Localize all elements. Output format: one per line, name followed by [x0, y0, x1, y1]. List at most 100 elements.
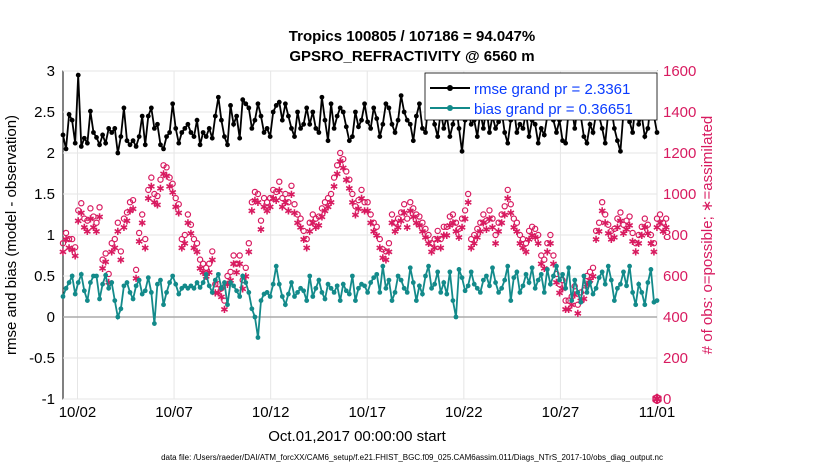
x-tick-label: 10/02 — [59, 404, 97, 421]
obs-possible-point — [373, 223, 380, 230]
obs-possible-point — [638, 223, 645, 230]
obs-possible-point — [471, 231, 478, 239]
bias-point — [520, 283, 526, 289]
obs-possible-point — [175, 201, 182, 208]
bias-point — [383, 285, 389, 291]
rmse-point — [563, 140, 569, 146]
rmse-point — [371, 105, 377, 111]
obs-possible-point — [154, 192, 161, 200]
obs-possible-point — [300, 227, 307, 235]
rmse-point — [88, 108, 93, 114]
bias-point — [499, 285, 505, 291]
rmse-point — [158, 142, 163, 148]
bias-point — [432, 281, 438, 287]
rmse-point — [420, 125, 425, 131]
rmse-point — [441, 125, 447, 131]
obs-possible-point — [187, 221, 195, 228]
obs-assimilated-point: ✱ — [223, 280, 231, 291]
rmse-line — [62, 75, 658, 154]
rmse-point — [106, 125, 112, 131]
obs-possible-point — [71, 244, 79, 251]
obs-assimilated-point: ✱ — [318, 213, 326, 224]
rmse-point — [155, 121, 160, 127]
obs-possible-point — [437, 235, 444, 243]
obs-possible-point — [605, 221, 612, 228]
y-right-tick-label: 1600 — [663, 63, 696, 80]
rmse-point — [636, 121, 642, 127]
obs-assimilated-point: ✱ — [641, 223, 649, 234]
bias-point — [572, 277, 578, 283]
obs-assimilated-point: ✱ — [205, 268, 213, 279]
obs-assimilated-point: ✱ — [175, 208, 183, 219]
bias-point — [523, 271, 529, 277]
obs-assimilated-point: ✱ — [248, 206, 256, 217]
obs-possible-point — [343, 168, 350, 175]
bias-point — [465, 283, 471, 289]
bias-point — [639, 290, 645, 295]
obs-assimilated-point: ✱ — [327, 198, 335, 209]
obs-possible-point — [361, 198, 368, 206]
obs-possible-point — [407, 198, 414, 206]
footer-data-file: data file: /Users/raeder/DAI/ATM_forcXX/… — [161, 453, 663, 462]
y-left-tick-label: -1 — [42, 391, 55, 408]
obs-possible-point — [78, 200, 85, 207]
obs-assimilated-point: ✱ — [293, 219, 301, 230]
obs-assimilated-point: ✱ — [229, 260, 237, 271]
bias-point — [526, 280, 532, 285]
bias-point — [243, 280, 249, 285]
obs-assimilated-point: ✱ — [479, 219, 487, 230]
bias-point — [356, 285, 361, 291]
bias-point — [541, 290, 547, 295]
bias-point — [203, 271, 209, 277]
obs-assimilated-point: ✱ — [370, 227, 378, 238]
obs-assimilated-point: ✱ — [467, 243, 475, 254]
x-axis-ticks: 10/02 10/07 10/12 10/17 10/22 10/27 11/01 — [59, 404, 676, 421]
rmse-point — [109, 130, 115, 135]
obs-possible-point — [370, 219, 377, 226]
obs-possible-point — [455, 225, 463, 233]
obs-assimilated-point: ✱ — [168, 188, 176, 199]
rmse-point — [581, 134, 587, 140]
obs-possible-point — [385, 239, 393, 247]
obs-possible-point — [391, 219, 399, 226]
obs-possible-point — [114, 219, 122, 226]
bias-point — [148, 290, 154, 295]
obs-assimilated-point: ✱ — [235, 260, 243, 271]
bias-point — [292, 294, 297, 299]
bias-point — [596, 275, 602, 281]
obs-assimilated-point: ✱ — [162, 172, 170, 183]
obs-assimilated-point: ✱ — [613, 223, 621, 234]
obs-possible-point — [410, 205, 417, 212]
bias-point — [563, 285, 569, 291]
obs-possible-point — [544, 239, 551, 247]
obs-possible-point — [419, 219, 426, 226]
bias-point — [468, 269, 474, 275]
bias-point — [130, 296, 136, 302]
obs-possible-point — [340, 155, 347, 163]
obs-assimilated-series: ✱✱✱✱✱✱✱✱✱✱✱✱✱✱✱✱✱✱✱✱✱✱✱✱✱✱✱✱✱✱✱✱✱✱✱✱✱✱✱✱… — [59, 157, 671, 320]
obs-possible-point — [294, 211, 301, 218]
obs-assimilated-point: ✱ — [120, 223, 128, 234]
obs-assimilated-point: ✱ — [159, 170, 167, 181]
obs-assimilated-point: ✱ — [251, 196, 259, 207]
obs-assimilated-point: ✱ — [510, 223, 518, 234]
obs-possible-point — [96, 204, 103, 211]
bias-point — [246, 290, 252, 295]
obs-assimilated-point: ✱ — [452, 227, 460, 238]
rmse-point — [282, 101, 288, 107]
bias-point — [490, 265, 495, 271]
rmse-point — [84, 140, 90, 146]
rmse-point — [487, 130, 492, 135]
rmse-point — [307, 121, 313, 127]
bias-point — [487, 283, 492, 289]
y-right-tick-label: 200 — [663, 350, 688, 367]
rmse-point — [337, 105, 343, 111]
obs-assimilated-point: ✱ — [507, 208, 515, 219]
obs-possible-point — [574, 301, 582, 308]
obs-assimilated-point: ✱ — [571, 290, 579, 301]
bias-point — [197, 285, 203, 290]
obs-possible-point — [504, 186, 511, 194]
obs-possible-point — [166, 174, 173, 181]
obs-possible-point — [227, 268, 234, 276]
bias-point — [121, 283, 127, 289]
